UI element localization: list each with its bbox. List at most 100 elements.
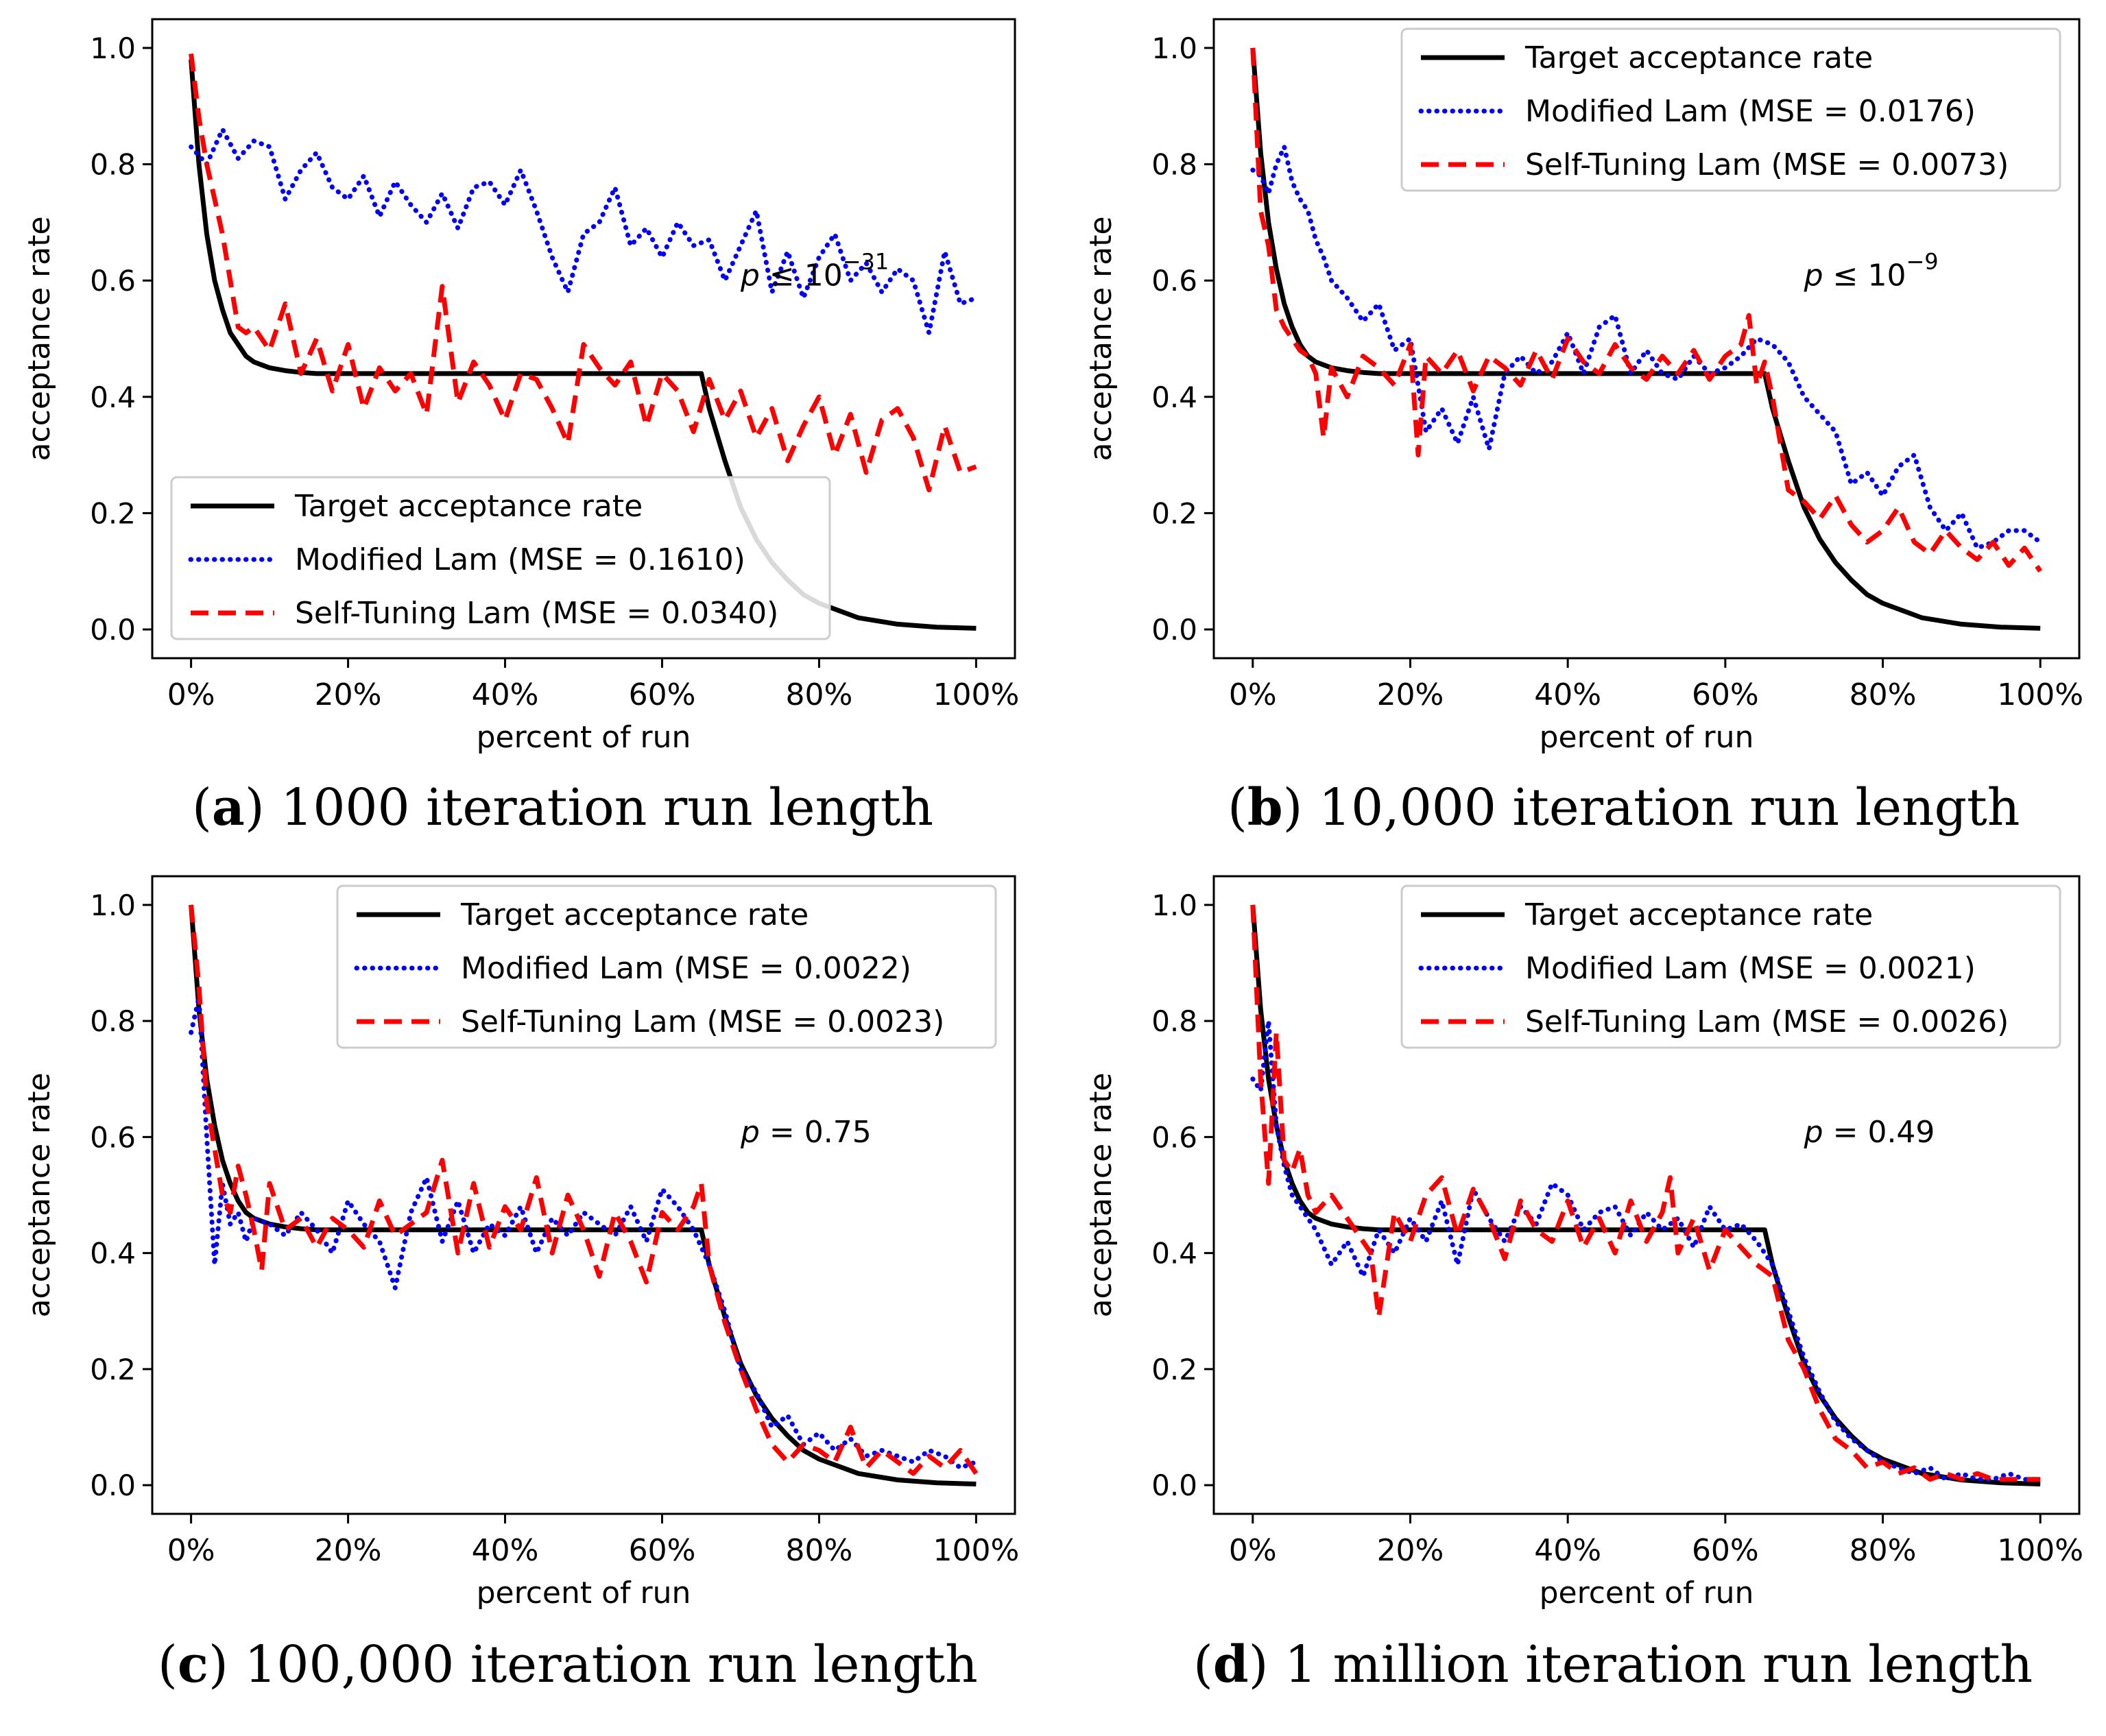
x-axis-label: percent of run [1540,720,1754,755]
legend-entry: Self-Tuning Lam (MSE = 0.0023) [461,1004,944,1039]
y-tick-label: 1.0 [90,889,136,922]
legend: Target acceptance rate Modified Lam (MSE … [170,476,831,640]
x-tick-label: 100% [1997,1533,2083,1568]
axes-frame [151,875,1016,1515]
y-tick-label: 1.0 [1151,889,1197,922]
x-tick-label: 20% [1377,677,1444,712]
panel-caption: (a) 1000 iteration run length [192,778,934,837]
x-tick-label: 60% [1692,1533,1759,1568]
x-tick-label: 40% [472,677,539,712]
legend-entry: Self-Tuning Lam (MSE = 0.0073) [1525,147,2009,182]
legend-entry: Self-Tuning Lam (MSE = 0.0340) [295,596,778,631]
legend-entry: Self-Tuning Lam (MSE = 0.0026) [1525,1004,2009,1039]
x-tick-label: 80% [786,1533,853,1568]
x-tick-label: 20% [315,1533,382,1568]
legend: Target acceptance rate Modified Lam (MSE … [1400,884,2061,1049]
y-tick-label: 0.4 [1151,1237,1197,1270]
legend-entry: Target acceptance rate [460,897,809,932]
y-tick-label: 0.4 [90,381,136,414]
legend-entry: Modified Lam (MSE = 0.0021) [1525,951,1976,986]
x-tick-label: 0% [1229,677,1277,712]
x-tick-label: 20% [315,677,382,712]
x-tick-label: 20% [1377,1533,1444,1568]
y-tick-label: 1.0 [90,32,136,65]
y-tick-label: 0.8 [1151,1004,1197,1038]
series-line-self-tuning-lam [1250,47,2043,573]
series-line-modified-lam [189,127,979,335]
x-tick-label: 100% [1997,677,2083,712]
x-tick-label: 100% [933,677,1019,712]
series-line-modified-lam [189,995,979,1471]
y-tick-label: 0.0 [90,613,136,647]
legend-frame [1400,884,2061,1049]
legend-entry: Modified Lam (MSE = 0.0022) [461,951,911,986]
x-tick-label: 0% [1229,1533,1277,1568]
series-line-modified-lam [1250,1018,2043,1482]
legend-entry: Modified Lam (MSE = 0.0176) [1525,94,1976,129]
y-axis-label: acceptance rate [22,216,57,461]
p-value-annotation: p = 0.49 [1804,1115,1935,1150]
y-axis-label: acceptance rate [22,1072,57,1317]
legend-frame [336,884,997,1049]
legend-entry: Modified Lam (MSE = 0.1610) [295,542,745,577]
p-value-annotation: p ≤ 10−9 [1804,249,1939,293]
panel-caption: (b) 10,000 iteration run length [1228,778,2020,837]
series-line-self-tuning-lam [1250,904,2041,1482]
series-line-self-tuning-lam [189,904,979,1476]
panel-b: 0% 20% 40% 60% 80% 100% 0.0 0.2 0.4 0.6 0.8 1.0 perc… [1084,18,2083,755]
x-tick-label: 80% [1850,1533,1917,1568]
panel-d: 0% 20% 40% 60% 80% 100% 0.0 0.2 0.4 0.6 0.8 1.0 perc… [1084,875,2083,1611]
y-tick-label: 0.4 [1151,381,1197,414]
y-tick-label: 0.2 [1151,1353,1197,1386]
x-tick-label: 0% [167,677,215,712]
x-axis-label: percent of run [1540,1576,1754,1611]
series-line-self-tuning-lam [189,53,977,492]
legend-frame [1400,27,2061,192]
x-tick-label: 80% [1850,677,1917,712]
axes-frame [1212,18,2081,660]
y-tick-label: 0.6 [90,1120,136,1154]
y-tick-label: 0.4 [90,1237,136,1270]
x-tick-label: 60% [629,677,696,712]
y-axis-label: acceptance rate [1084,216,1118,461]
legend-entry: Target acceptance rate [1524,897,1873,932]
legend-entry: Target acceptance rate [1524,40,1873,75]
legend-entry: Target acceptance rate [294,489,643,524]
y-tick-label: 0.8 [1151,148,1197,182]
x-tick-label: 40% [472,1533,539,1568]
panel-caption: (d) 1 million iteration run length [1193,1635,2033,1694]
y-tick-label: 0.2 [90,496,136,530]
x-axis-label: percent of run [477,1576,691,1611]
x-tick-label: 0% [167,1533,215,1568]
panel-caption: (c) 100,000 iteration run length [158,1635,978,1694]
x-tick-label: 40% [1534,677,1601,712]
panel-a: 0% 20% 40% 60% 80% 100% 0.0 0.2 0.4 0.6 0.8 1.0 perc… [22,18,1019,755]
y-tick-label: 0.0 [90,1469,136,1502]
p-value-annotation: p ≤ 10−31 [740,249,889,293]
x-tick-label: 80% [786,677,853,712]
legend: Target acceptance rate Modified Lam (MSE … [1400,27,2061,192]
y-tick-label: 0.8 [90,148,136,182]
y-tick-label: 0.0 [1151,613,1197,647]
y-tick-label: 0.2 [90,1353,136,1386]
y-tick-label: 0.6 [1151,264,1197,298]
series-line-target-acceptance-rate [1250,47,2041,631]
x-tick-label: 60% [1692,677,1759,712]
x-tick-label: 100% [933,1533,1019,1568]
y-tick-label: 0.0 [1151,1469,1197,1502]
series-line-modified-lam [1250,144,2043,551]
y-tick-label: 1.0 [1151,32,1197,65]
legend-frame [170,476,831,640]
x-axis-label: percent of run [477,720,691,755]
x-tick-label: 40% [1534,1533,1601,1568]
y-tick-label: 0.2 [1151,496,1197,530]
series-line-target-acceptance-rate [1250,904,2041,1486]
y-tick-label: 0.6 [1151,1120,1197,1154]
panel-c: 0% 20% 40% 60% 80% 100% 0.0 0.2 0.4 0.6 0.8 1.0 perc… [22,875,1019,1611]
y-tick-label: 0.6 [90,264,136,298]
p-value-annotation: p = 0.75 [740,1115,872,1150]
y-tick-label: 0.8 [90,1004,136,1038]
axes-frame [151,18,1016,660]
legend: Target acceptance rate Modified Lam (MSE … [336,884,997,1049]
